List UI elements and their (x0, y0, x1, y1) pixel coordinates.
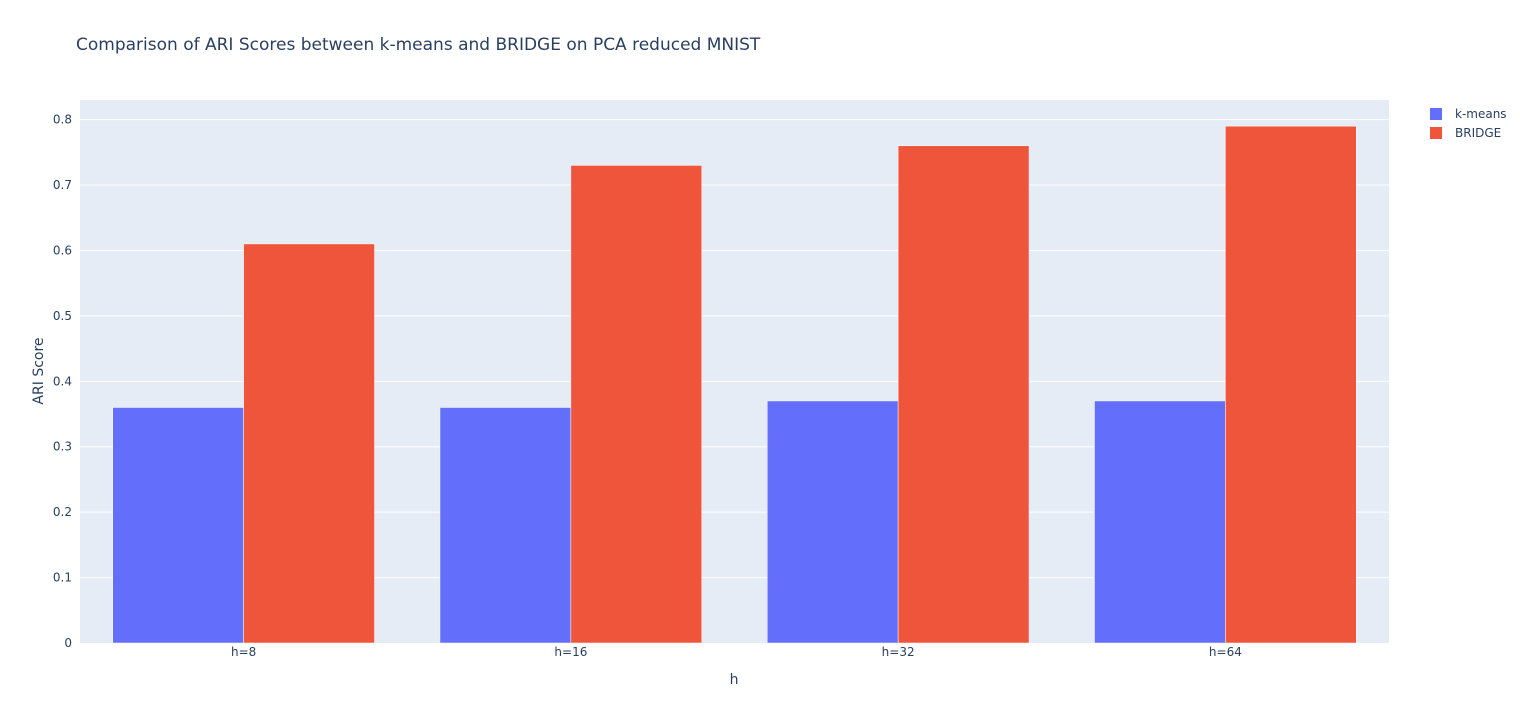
y-tick-label: 0.3 (53, 440, 72, 454)
bar-k-means-3[interactable] (1094, 400, 1226, 644)
y-tick-label: 0.5 (53, 309, 72, 323)
bar-k-means-0[interactable] (112, 407, 244, 644)
legend[interactable]: k-means BRIDGE (1430, 107, 1507, 140)
x-tick-label: h=32 (882, 645, 915, 659)
bar-bridge-1[interactable] (570, 165, 703, 644)
legend-swatch[interactable] (1430, 108, 1442, 120)
y-tick-label: 0.2 (53, 505, 72, 519)
y-tick-label: 0.8 (53, 113, 72, 127)
y-tick-label: 0.6 (53, 243, 72, 257)
legend-label[interactable]: BRIDGE (1455, 126, 1501, 140)
bar-k-means-1[interactable] (439, 407, 572, 644)
y-tick-label: 0.1 (53, 571, 72, 585)
bar-k-means-2[interactable] (766, 400, 899, 644)
bars (112, 125, 1357, 644)
y-axis-ticks: 0 0.1 0.2 0.3 0.4 0.5 0.6 0.7 0.8 (53, 113, 72, 650)
bar-bridge-3[interactable] (1225, 125, 1357, 644)
bar-bridge-0[interactable] (243, 243, 375, 644)
y-tick-label: 0.4 (53, 374, 72, 388)
x-tick-label: h=64 (1209, 645, 1242, 659)
x-axis-title: h (730, 672, 739, 688)
x-tick-label: h=16 (554, 645, 587, 659)
bar-bridge-2[interactable] (897, 145, 1030, 644)
legend-swatch[interactable] (1430, 127, 1442, 139)
y-tick-label: 0 (64, 636, 72, 650)
x-tick-label: h=8 (231, 645, 256, 659)
chart-title: Comparison of ARI Scores between k-means… (76, 35, 761, 55)
y-axis-title: ARI Score (31, 337, 47, 404)
y-tick-label: 0.7 (53, 178, 72, 192)
x-axis-ticks: h=8 h=16 h=32 h=64 (231, 645, 1242, 659)
legend-label[interactable]: k-means (1455, 107, 1507, 121)
